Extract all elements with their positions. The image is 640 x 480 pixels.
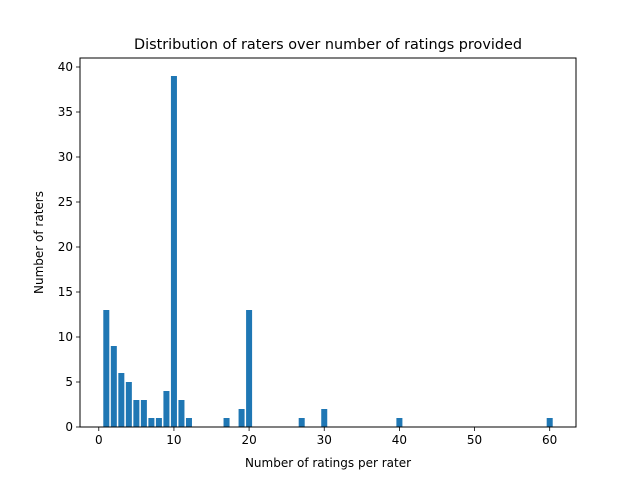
x-tick-label: 40: [392, 433, 407, 447]
y-tick-label: 5: [65, 375, 73, 389]
chart-title: Distribution of raters over number of ra…: [134, 37, 522, 53]
y-axis-ticks: 0 5 10 15 20 25 30 35 40: [58, 60, 80, 434]
y-tick-label: 15: [58, 285, 73, 299]
y-axis-label: Number of raters: [32, 191, 46, 294]
bar-x-20: [246, 310, 253, 427]
bar-x-11: [178, 400, 185, 427]
bar-x-3: [118, 373, 125, 427]
y-tick-label: 30: [58, 150, 73, 164]
plot-frame: [79, 57, 577, 428]
bar-x-8: [155, 418, 162, 427]
plot-area: [80, 58, 576, 427]
y-tick-label: 10: [58, 330, 73, 344]
x-tick-label: 20: [241, 433, 256, 447]
x-tick-label: 60: [542, 433, 557, 447]
x-axis-label: Number of ratings per rater: [245, 456, 411, 470]
bar-x-60: [546, 418, 553, 427]
bar-x-17: [223, 418, 230, 427]
bar-x-2: [110, 346, 117, 427]
y-tick-label: 35: [58, 105, 73, 119]
bar-x-40: [396, 418, 403, 427]
y-tick-label: 0: [65, 420, 73, 434]
bar-x-1: [103, 310, 110, 427]
x-tick-label: 50: [467, 433, 482, 447]
bar-x-27: [298, 418, 305, 427]
bars: [103, 76, 553, 427]
bar-x-7: [148, 418, 155, 427]
y-tick-label: 40: [58, 60, 73, 74]
bar-x-5: [133, 400, 140, 427]
bar-x-19: [238, 409, 245, 427]
bar-x-6: [140, 400, 147, 427]
bar-x-30: [321, 409, 328, 427]
x-tick-label: 0: [95, 433, 103, 447]
bar-x-12: [185, 418, 192, 427]
x-tick-label: 10: [166, 433, 181, 447]
bar-x-4: [125, 382, 132, 427]
bar-x-9: [163, 391, 170, 427]
y-tick-label: 25: [58, 195, 73, 209]
y-tick-label: 20: [58, 240, 73, 254]
bar-x-10: [170, 76, 177, 427]
x-tick-label: 30: [317, 433, 332, 447]
x-axis-ticks: 0 10 20 30 40 50 60: [95, 427, 557, 447]
